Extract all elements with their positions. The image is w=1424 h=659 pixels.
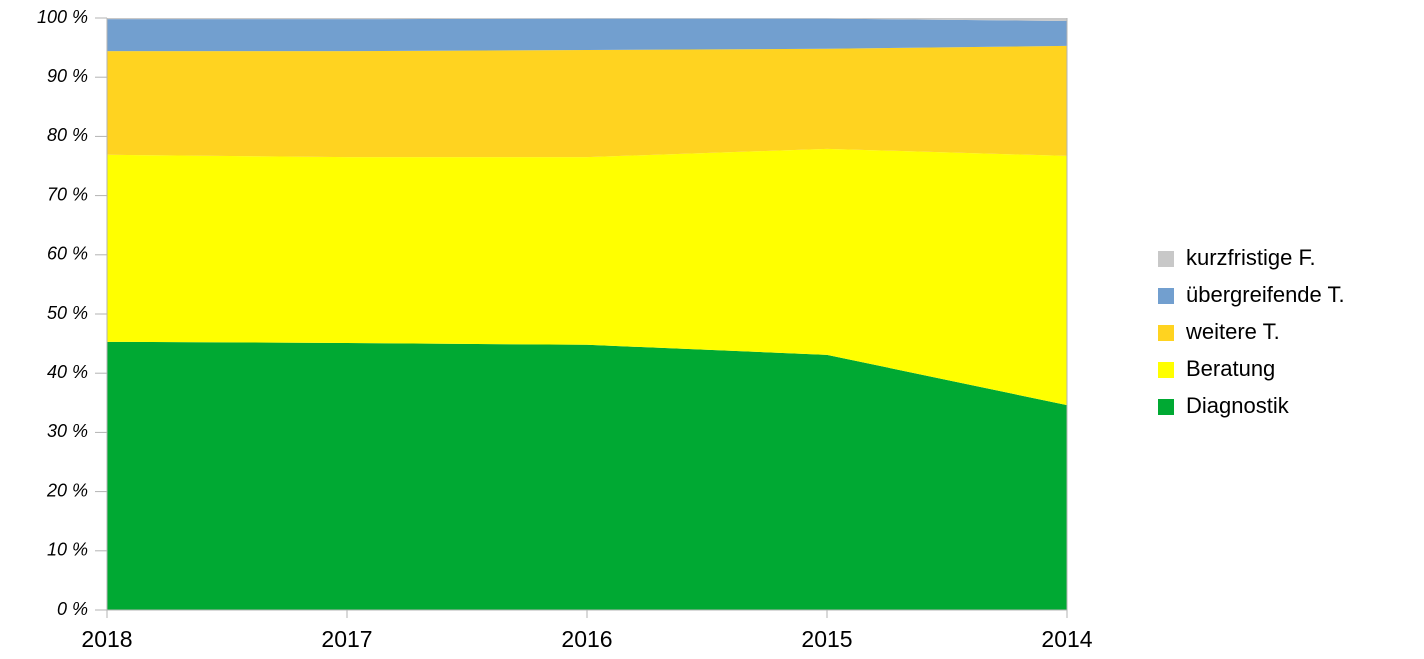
- x-tick-label: 2018: [81, 626, 132, 652]
- legend-label: übergreifende T.: [1186, 282, 1345, 307]
- area: [107, 18, 1067, 21]
- legend-swatch: [1158, 399, 1174, 415]
- x-tick-label: 2016: [561, 626, 612, 652]
- y-tick-label: 100 %: [37, 7, 88, 27]
- y-tick-label: 10 %: [47, 540, 88, 560]
- y-tick-label: 50 %: [47, 303, 88, 323]
- x-tick-label: 2014: [1041, 626, 1092, 652]
- legend-label: Beratung: [1186, 356, 1275, 381]
- x-tick-label: 2017: [321, 626, 372, 652]
- legend-label: Diagnostik: [1186, 393, 1290, 418]
- y-tick-label: 60 %: [47, 244, 88, 264]
- legend-swatch: [1158, 362, 1174, 378]
- area: [107, 341, 1067, 610]
- y-tick-label: 90 %: [47, 66, 88, 86]
- y-tick-label: 30 %: [47, 421, 88, 441]
- y-tick-label: 0 %: [57, 599, 88, 619]
- y-tick-label: 70 %: [47, 184, 88, 204]
- area: [107, 45, 1067, 158]
- y-tick-label: 40 %: [47, 362, 88, 382]
- legend-label: kurzfristige F.: [1186, 245, 1316, 270]
- x-tick-label: 2015: [801, 626, 852, 652]
- legend-label: weitere T.: [1185, 319, 1280, 344]
- area: [107, 18, 1067, 52]
- legend-swatch: [1158, 251, 1174, 267]
- y-tick-label: 80 %: [47, 125, 88, 145]
- legend-swatch: [1158, 325, 1174, 341]
- y-tick-label: 20 %: [46, 480, 88, 500]
- legend-swatch: [1158, 288, 1174, 304]
- area: [107, 148, 1067, 406]
